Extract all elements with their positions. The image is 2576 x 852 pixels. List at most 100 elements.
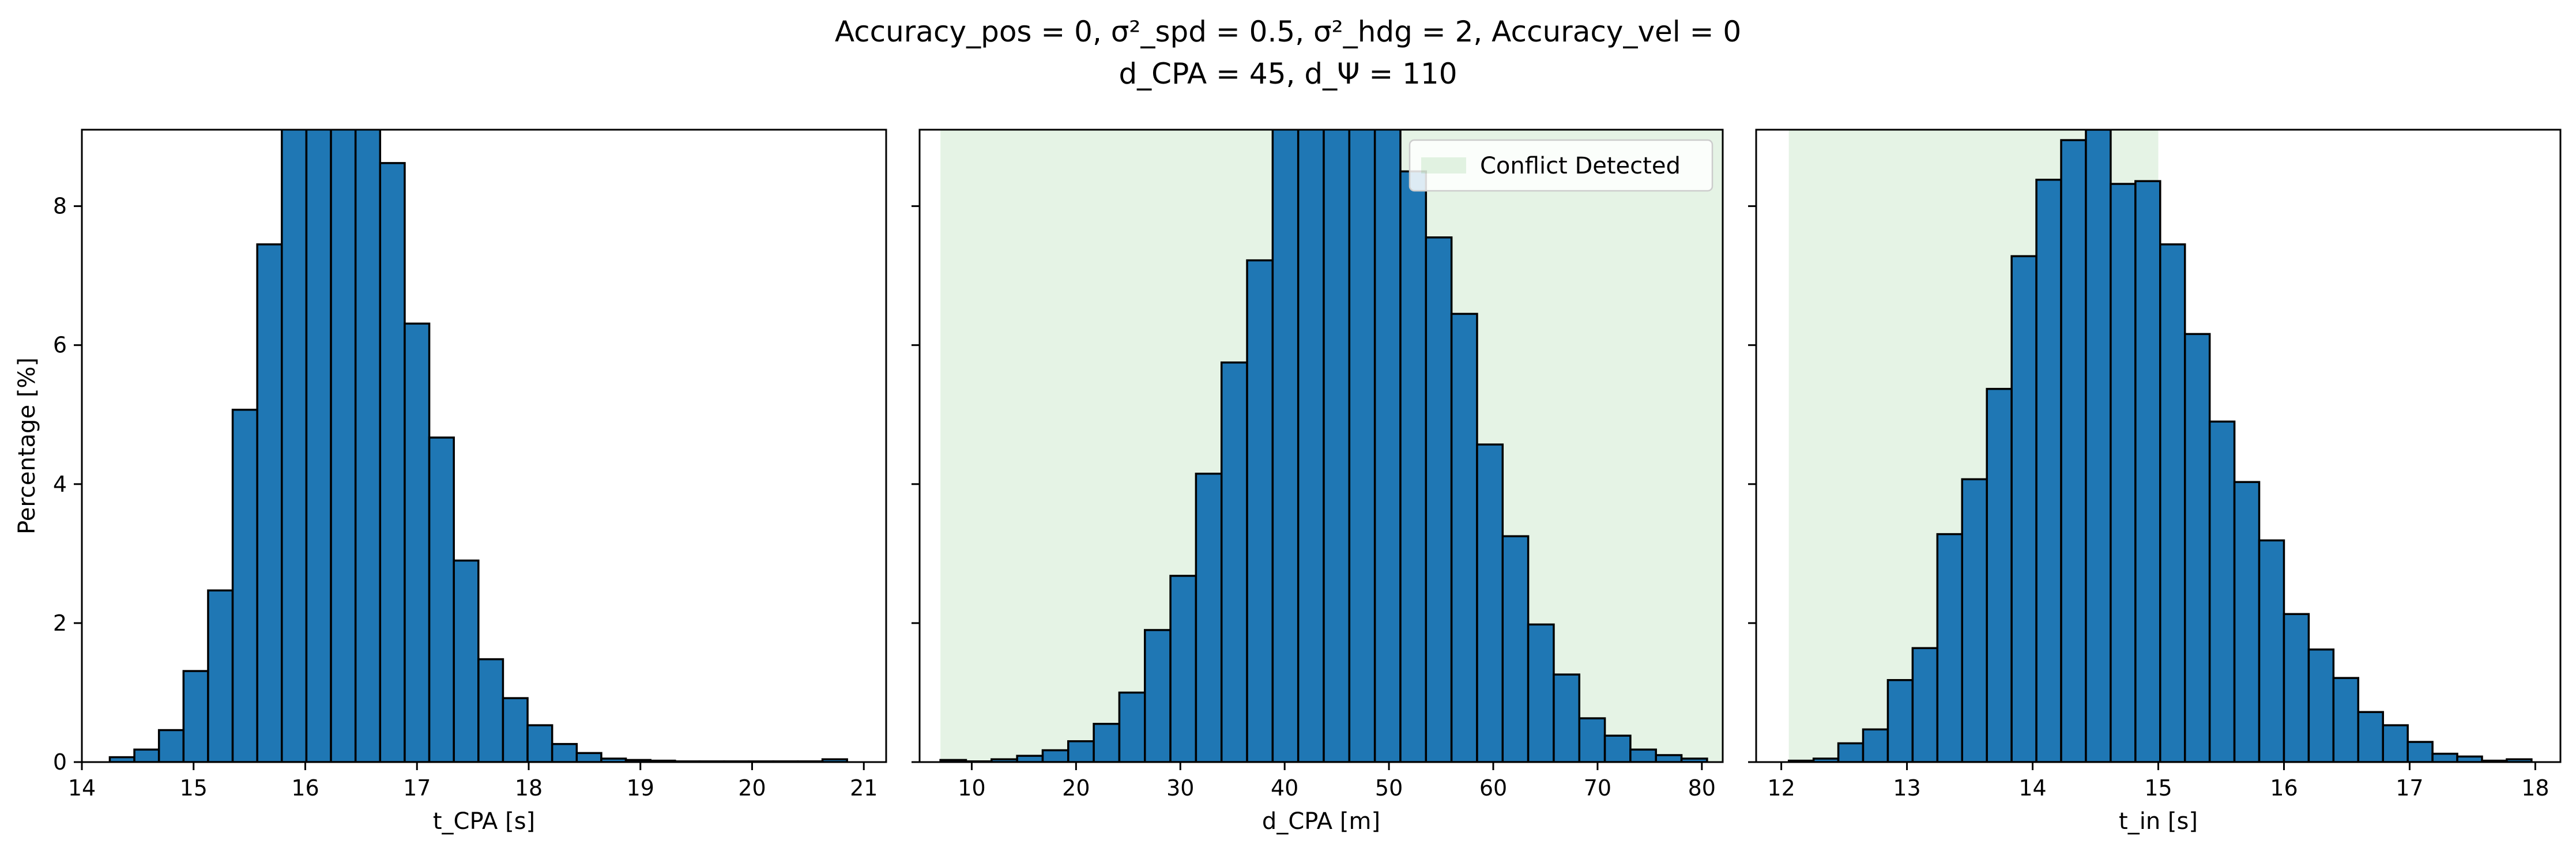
legend-box [1408,139,1713,192]
x-tick-label: 18 [515,775,543,801]
histogram-bar [1195,472,1223,762]
x-tick-label: 60 [1479,775,1507,801]
x-tick-label: 17 [403,775,431,801]
histogram-bar [526,724,553,762]
histogram-bar [1373,130,1402,762]
x-tick-label: 14 [68,775,96,801]
x-axis-label: t_in [s] [2119,808,2198,835]
x-axis-label: t_CPA [s] [433,808,535,835]
x-tick-label: 10 [958,775,985,801]
histogram-bar [1655,754,1683,762]
histogram-bar [2233,481,2261,762]
histogram-bar [1911,647,1939,762]
y-tick-label: 6 [53,333,67,358]
x-tick-label: 14 [2018,775,2046,801]
histogram-bar [379,162,406,762]
histogram-bar [1450,312,1478,762]
histogram-bar [2332,677,2360,762]
x-tick-label: 16 [2270,775,2298,801]
histogram-bar [2307,648,2335,762]
histogram-bar [2406,741,2434,762]
histogram-bar [1476,443,1504,762]
histogram-bar [1425,236,1453,762]
histogram-bar [330,130,357,762]
histogram-bar [1271,130,1300,762]
histogram-bar [2208,420,2236,762]
histogram-bar [1986,387,2013,762]
histogram-bar [157,729,185,762]
histogram-bar [2060,139,2087,762]
histogram-bar [1837,742,1865,762]
plot-area [1787,130,2533,762]
axes-frame [81,129,887,763]
x-axis-label: d_CPA [m] [1262,808,1380,835]
histogram-bar [1862,728,1889,762]
histogram-bar [2159,243,2186,762]
x-tick-label: 17 [2396,775,2423,801]
y-tick-label: 2 [53,610,67,636]
histogram-bar [1144,629,1172,762]
histogram-bar [2134,180,2161,762]
histogram-bar [354,130,382,762]
histogram-bar [428,436,455,762]
x-tick-label: 20 [738,775,766,801]
histogram-bar [1118,691,1146,762]
histogram-bar [207,589,234,762]
histogram-bar [502,697,529,762]
histogram-bar [133,748,160,762]
x-tick-label: 21 [850,775,878,801]
histogram-bar [404,322,431,762]
histogram-bar [1093,722,1121,762]
histogram-bar [1886,679,1914,762]
x-tick-label: 19 [627,775,654,801]
histogram-bar [2035,179,2062,762]
histogram-bar [1680,757,1708,762]
histogram-bar [1348,130,1376,762]
histogram-bar [2283,613,2310,762]
histogram-bar [1016,755,1044,762]
histogram-bar [1399,170,1428,762]
histogram-bar [1323,130,1351,762]
legend-label: Conflict Detected [1480,153,1681,179]
subplot-1: 14 15 16 17 18 19 20 21 0 2 4 6 8 t_CPA [s] Percentage… [14,129,887,835]
histogram-bar [1578,717,1606,762]
subplots: 14 15 16 17 18 19 20 21 0 2 4 6 8 t_CPA [s] Percentage… [14,129,2562,835]
histogram-bar [1297,130,1325,762]
y-tick-label: 0 [53,749,67,775]
subplot-2: 10 20 30 40 50 60 70 80 d_CPA [m] Conflict Detect… [912,129,1724,835]
histogram-bar [1629,748,1657,762]
y-tick-label: 8 [53,194,67,219]
histogram-bar [182,670,209,762]
x-tick-label: 16 [291,775,319,801]
x-tick-label: 12 [1767,775,1795,801]
histogram-bar [2010,255,2038,762]
x-tick-label: 13 [1893,775,1920,801]
histogram-bar [2382,724,2409,762]
histogram-bar [1041,749,1069,762]
histogram-bar [1553,673,1580,762]
histogram-bar [256,243,283,762]
histogram-bar [1527,623,1555,762]
histogram-bar [2085,130,2112,762]
histogram-bar [551,742,578,762]
histogram-bar [2431,752,2458,762]
histogram-bar [1169,575,1197,762]
y-axis-label: Percentage [%] [14,357,40,534]
legend-swatch [1421,157,1466,174]
x-tick-label: 80 [1688,775,1716,801]
x-tick-label: 20 [1062,775,1090,801]
histogram-bar [305,130,332,762]
histogram-bar [1067,740,1095,762]
histogram-bar [2183,333,2211,762]
x-tick-label: 30 [1166,775,1194,801]
histogram-bar [2456,755,2483,762]
plot-area [939,130,1723,762]
histogram-bar [453,559,480,762]
histogram-bar [2110,183,2137,762]
histogram-bar [1246,259,1274,762]
x-tick-label: 15 [180,775,208,801]
histogram-bar [1961,478,1988,762]
x-tick-label: 18 [2521,775,2549,801]
x-tick-label: 40 [1271,775,1298,801]
